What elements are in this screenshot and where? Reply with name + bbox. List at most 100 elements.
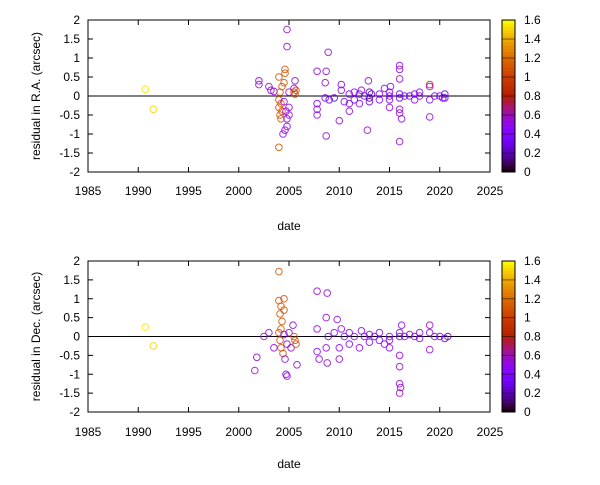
x-tick-label: 2020 (426, 425, 453, 439)
colorbar-band (502, 402, 515, 407)
y-tick-label: 0.5 (63, 311, 80, 325)
data-point (395, 75, 404, 83)
data-point (283, 372, 291, 380)
colorbar-band (502, 308, 515, 312)
data-point (357, 327, 366, 335)
y-tick-label: -2 (69, 405, 80, 419)
data-point (395, 105, 404, 114)
colorbar-band (502, 380, 515, 384)
data-point (289, 321, 297, 330)
colorbar-tick-label: 1.4 (524, 32, 541, 46)
data-point (278, 317, 286, 326)
data-point (425, 96, 434, 104)
colorbar-band (502, 292, 515, 296)
data-point (345, 328, 354, 337)
data-point (430, 332, 439, 341)
data-point (276, 310, 284, 318)
data-point (291, 90, 299, 98)
colorbar-band (502, 283, 515, 287)
colorbar-band (502, 83, 515, 87)
data-point (335, 116, 344, 125)
data-point (395, 332, 404, 341)
x-tick-label: 2005 (276, 425, 303, 439)
data-point (275, 328, 283, 337)
colorbar-band (502, 45, 515, 49)
data-point (285, 328, 293, 337)
colorbar: 0 0.2 0.4 0.6 0.8 1 1.2 1.4 1.6 (501, 254, 541, 419)
data-point (278, 107, 286, 115)
data-point (357, 86, 366, 95)
plot-dec: 1985 1990 1995 2000 2005 2010 2015 2020 2025-2-1… (29, 254, 541, 471)
data-point (365, 330, 374, 339)
y-tick-label: -1 (69, 367, 80, 381)
colorbar-band (502, 261, 515, 265)
data-point (360, 332, 369, 341)
colorbar-band (502, 159, 515, 163)
data-point (385, 88, 394, 96)
plot-ra: 1985 1990 1995 2000 2005 2010 2015 2020 2025-2-1… (29, 13, 541, 233)
data-point (280, 78, 288, 87)
colorbar-tick-label: 1.6 (524, 13, 541, 27)
x-tick-label: 2010 (326, 184, 353, 198)
colorbar-tick-label: 1.6 (524, 254, 541, 268)
colorbar-tick-label: 0.4 (524, 127, 541, 141)
colorbar-band (502, 327, 515, 331)
y-tick-label: 0 (73, 89, 80, 103)
colorbar-band (502, 80, 515, 84)
data-point (141, 323, 150, 331)
data-point (255, 80, 263, 89)
data-point (410, 90, 419, 98)
colorbar-band (502, 140, 515, 144)
data-point (313, 99, 321, 108)
data-point (275, 143, 283, 152)
colorbar-band (502, 408, 515, 413)
x-tick-label: 2020 (426, 184, 453, 198)
colorbar-band (502, 320, 515, 325)
data-point (355, 344, 364, 352)
data-point (255, 77, 263, 85)
data-point (283, 25, 291, 34)
data-point (276, 336, 284, 345)
colorbar-tick-label: 0.8 (524, 89, 541, 103)
data-point (365, 94, 374, 102)
data-point (325, 96, 334, 104)
colorbar-band (502, 165, 515, 170)
colorbar-band (502, 127, 515, 132)
colorbar-band (502, 67, 515, 71)
data-point (321, 78, 330, 87)
data-point (141, 85, 150, 93)
data-point (323, 289, 332, 297)
data-point (395, 61, 404, 70)
colorbar-band (502, 108, 515, 113)
data-point (397, 321, 406, 330)
colorbar-band (502, 32, 515, 37)
colorbar-band (502, 383, 515, 388)
colorbar-band (502, 345, 515, 350)
data-point (370, 332, 379, 341)
data-point (280, 306, 288, 314)
y-tick-label: 1 (73, 292, 80, 306)
data-point (280, 330, 288, 339)
x-tick-label: 2015 (376, 425, 403, 439)
colorbar-band (502, 289, 515, 293)
data-point (385, 332, 394, 341)
data-point (350, 88, 359, 96)
data-point (395, 379, 404, 388)
y-axis-label: residual in Dec. (arcsec) (29, 272, 43, 401)
data-point (322, 132, 331, 140)
data-point (315, 355, 323, 363)
data-point (313, 111, 321, 119)
data-point (439, 94, 447, 102)
colorbar-tick-label: 1.2 (524, 51, 541, 65)
colorbar-band (502, 339, 515, 344)
data-point (385, 344, 394, 352)
colorbar-band (502, 121, 515, 125)
data-point (337, 80, 346, 89)
data-point (322, 67, 331, 76)
data-point (283, 115, 291, 123)
data-point (313, 287, 321, 296)
data-point (345, 107, 354, 115)
data-point (291, 336, 299, 345)
colorbar-band (502, 276, 515, 281)
